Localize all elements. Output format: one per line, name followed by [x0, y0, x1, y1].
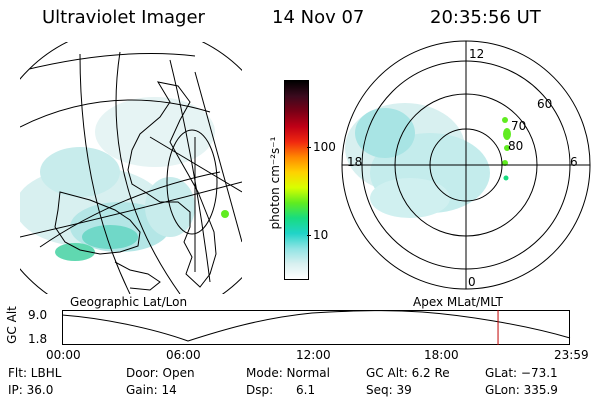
colorbar-unit-label: photon cm⁻²s⁻¹	[268, 136, 282, 230]
altitude-curve	[62, 310, 571, 342]
altitude-ytick-high: 9.0	[28, 308, 48, 322]
emission-cloud	[345, 103, 511, 218]
mlt-label-0: 0	[468, 275, 476, 289]
door-info: Door: Open	[126, 366, 195, 380]
altitude-xtick: 06:00	[166, 348, 201, 362]
filter-info: Flt: LBHL	[8, 366, 62, 380]
mlt-label-6: 6	[570, 155, 578, 169]
date-label: 14 Nov 07	[272, 7, 365, 28]
colorbar-tick-mark	[307, 147, 311, 148]
apex-label: Apex MLat/MLT	[413, 295, 503, 309]
altitude-xtick: 00:00	[46, 348, 81, 362]
time-label: 20:35:56 UT	[430, 7, 541, 28]
gc-alt-info: GC Alt: 6.2 Re	[366, 366, 450, 380]
glon-info: GLon: 335.9	[485, 383, 558, 397]
mlat-label-60: 60	[537, 97, 552, 111]
geographic-map	[20, 42, 242, 294]
mlt-label-12: 12	[469, 47, 484, 61]
altitude-xtick: 18:00	[424, 348, 459, 362]
colorbar-tick-mark	[307, 235, 311, 236]
emission-cloud	[20, 97, 229, 261]
glat-info: GLat: −73.1	[485, 366, 558, 380]
gain-info: Gain: 14	[126, 383, 177, 397]
altitude-ytick-low: 1.8	[28, 332, 48, 346]
altitude-plot	[62, 310, 571, 345]
mode-info: Mode: Normal	[246, 366, 330, 380]
colorbar	[284, 80, 309, 280]
altitude-ylabel: GC Alt	[5, 306, 19, 344]
coastline	[114, 261, 161, 291]
mlat-label-70: 70	[511, 119, 526, 133]
coastline	[127, 81, 217, 288]
polar-map: 80 70 60 12 18 6 0	[341, 40, 591, 290]
altitude-xtick: 23:59	[554, 348, 589, 362]
dsp-info: Dsp: 6.1	[246, 383, 316, 397]
colorbar-tick-100: 100	[313, 140, 336, 154]
mlt-label-18: 18	[347, 155, 362, 169]
ip-info: IP: 36.0	[8, 383, 54, 397]
colorbar-tick-10: 10	[313, 228, 329, 242]
geographic-label: Geographic Lat/Lon	[70, 295, 188, 309]
seq-info: Seq: 39	[366, 383, 412, 397]
coastline	[54, 191, 141, 255]
altitude-xtick: 12:00	[296, 348, 331, 362]
mlat-label-80: 80	[508, 139, 523, 153]
altitude-frame	[62, 310, 570, 345]
instrument-title: Ultraviolet Imager	[42, 7, 205, 28]
colorbar-gradient	[285, 81, 308, 279]
